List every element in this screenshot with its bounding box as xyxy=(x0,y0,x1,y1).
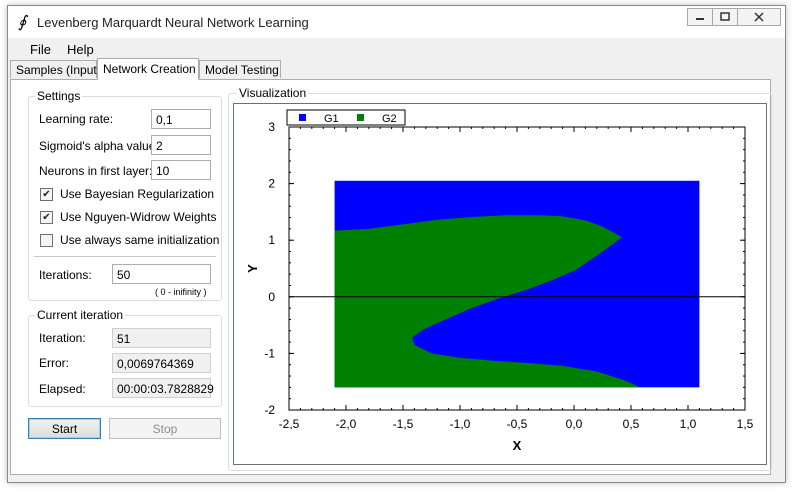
settings-separator xyxy=(34,256,216,257)
iterations-input[interactable]: 50 xyxy=(112,264,211,284)
visualization-group: Visualization xyxy=(228,86,772,471)
tab-samples-input[interactable]: Samples (Input) xyxy=(10,60,101,78)
y-tick-label: 2 xyxy=(268,177,275,191)
function-icon: ∮ xyxy=(18,12,27,31)
x-tick-label: 0,5 xyxy=(623,417,640,431)
error-label: Error: xyxy=(39,356,69,370)
current-iteration-title: Current iteration xyxy=(35,308,126,322)
close-icon[interactable] xyxy=(737,8,781,26)
x-tick-label: -1,5 xyxy=(393,417,414,431)
nguyen-label: Use Nguyen-Widrow Weights xyxy=(60,210,217,224)
current-iteration-group: Current iteration xyxy=(28,308,222,407)
minimize-icon[interactable] xyxy=(687,8,713,26)
error-value: 0,0069764369 xyxy=(112,353,211,373)
neurons-input[interactable]: 10 xyxy=(151,160,211,180)
x-tick-label: -1,0 xyxy=(450,417,471,431)
settings-title: Settings xyxy=(35,89,83,103)
menu-bar: File Help xyxy=(8,38,785,60)
legend-label: G1 xyxy=(324,113,339,125)
elapsed-label: Elapsed: xyxy=(39,382,86,396)
bayesian-label: Use Bayesian Regularization xyxy=(60,187,215,201)
legend-swatch xyxy=(357,114,364,121)
x-axis-label: X xyxy=(513,438,522,453)
start-button[interactable]: Start xyxy=(28,418,101,439)
settings-group: Settings xyxy=(28,89,222,301)
neurons-label: Neurons in first layer: xyxy=(39,164,153,178)
stop-button[interactable]: Stop xyxy=(109,418,221,439)
window-title: Levenberg Marquardt Neural Network Learn… xyxy=(37,15,309,30)
chart-legend: G1 G2 xyxy=(286,109,406,126)
elapsed-value: 00:00:03.7828829 xyxy=(112,378,214,398)
chart-panel: -2,5 -2,0 -1,5 -1,0 -0,5 0,0 0,5 1,0 1,5 3 2 1 0 -1 -2… xyxy=(233,103,767,465)
menu-help[interactable]: Help xyxy=(67,42,94,57)
legend-box xyxy=(286,109,406,126)
y-tick-label: -1 xyxy=(264,346,275,360)
legend-swatch xyxy=(299,114,306,121)
maximize-icon[interactable] xyxy=(712,8,738,26)
alpha-label: Sigmoid's alpha value: xyxy=(39,139,159,153)
iteration-value: 51 xyxy=(112,328,211,348)
plot-area xyxy=(288,126,746,411)
same-init-checkbox[interactable]: Use always same initialization xyxy=(40,233,219,247)
x-tick-label: 1,0 xyxy=(680,417,697,431)
x-tick-label: 0,0 xyxy=(566,417,583,431)
decision-boundary-chart[interactable]: -2,5 -2,0 -1,5 -1,0 -0,5 0,0 0,5 1,0 1,5 3 2 1 0 -1 -2… xyxy=(234,104,766,464)
learning-rate-label: Learning rate: xyxy=(39,112,114,126)
checkbox-unchecked-icon xyxy=(40,233,53,247)
x-tick-label: -2,5 xyxy=(279,417,300,431)
iterations-label: Iterations: xyxy=(39,268,92,282)
menu-file[interactable]: File xyxy=(30,42,51,57)
same-init-label: Use always same initialization xyxy=(60,233,220,247)
visualization-title: Visualization xyxy=(237,86,309,100)
tab-model-testing[interactable]: Model Testing xyxy=(199,60,281,78)
x-tick-label: -2,0 xyxy=(336,417,357,431)
tab-network-creation[interactable]: Network Creation xyxy=(97,58,199,80)
alpha-input[interactable]: 2 xyxy=(151,135,211,155)
y-tick-label: 0 xyxy=(268,290,275,304)
iterations-hint: ( 0 - inifinity ) xyxy=(155,287,207,297)
axis-ticks: -2,5 -2,0 -1,5 -1,0 -0,5 0,0 0,5 1,0 1,5 3 2 1 0 -1 -2… xyxy=(245,120,754,453)
x-tick-label: 1,5 xyxy=(737,417,754,431)
iteration-label: Iteration: xyxy=(39,331,86,345)
title-bar[interactable]: ∮ Levenberg Marquardt Neural Network Lea… xyxy=(8,6,785,38)
y-tick-label: 3 xyxy=(268,120,275,134)
checkbox-checked-icon: ✔ xyxy=(40,187,53,201)
legend-label: G2 xyxy=(382,113,397,125)
bayesian-checkbox[interactable]: ✔ Use Bayesian Regularization xyxy=(40,187,214,201)
x-tick-label: -0,5 xyxy=(507,417,528,431)
region-g2 xyxy=(334,215,641,388)
y-tick-label: -2 xyxy=(264,403,275,417)
nguyen-checkbox[interactable]: ✔ Use Nguyen-Widrow Weights xyxy=(40,210,217,224)
learning-rate-input[interactable]: 0,1 xyxy=(151,109,211,129)
y-tick-label: 1 xyxy=(268,233,275,247)
y-axis-label: Y xyxy=(245,264,260,273)
checkbox-checked-icon: ✔ xyxy=(40,210,53,224)
window-controls xyxy=(687,8,781,26)
